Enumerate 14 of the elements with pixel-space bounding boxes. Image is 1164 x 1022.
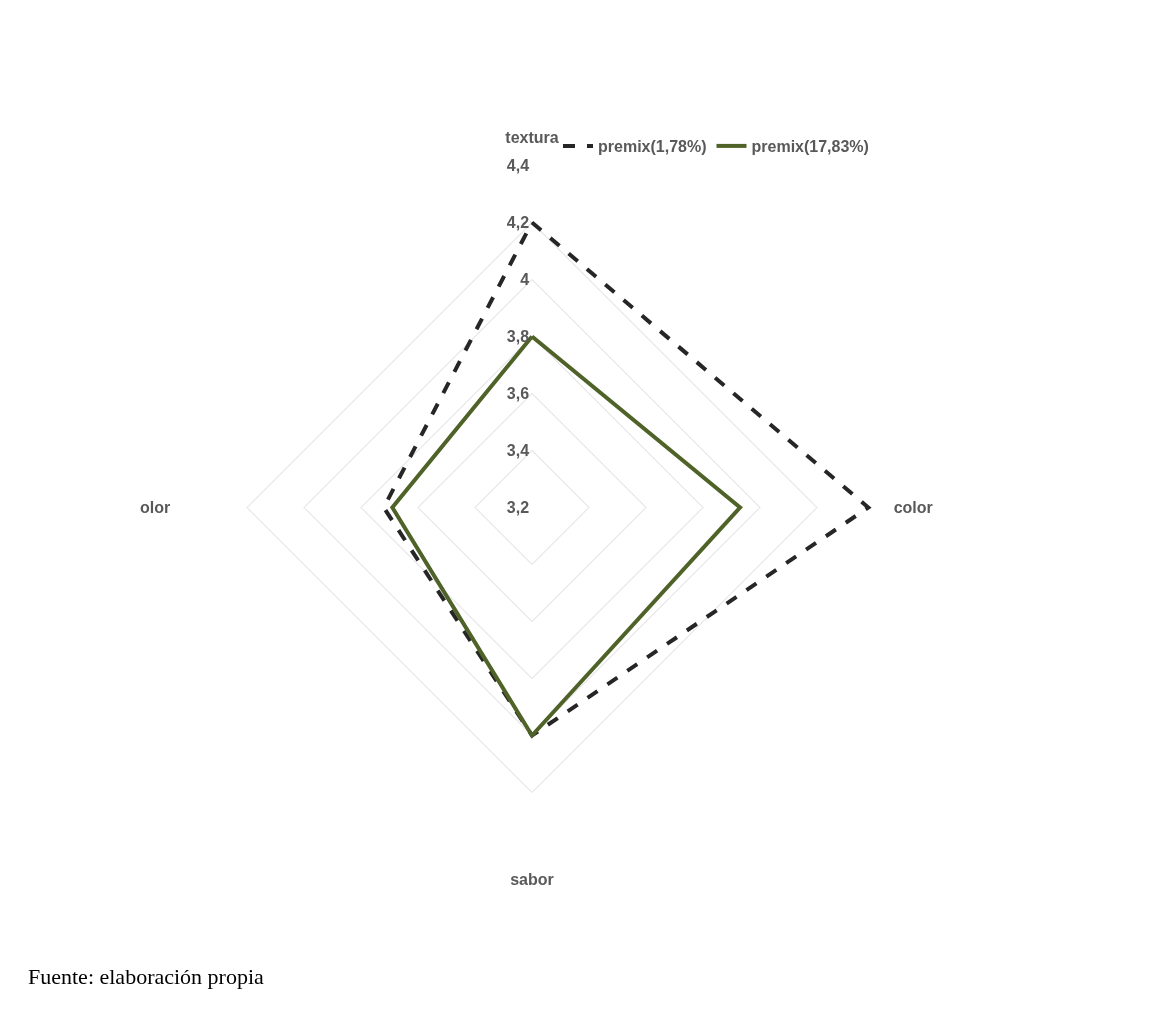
y-tick-label: 4 [520,270,530,288]
spoke-label: sabor [510,871,554,889]
spoke-label: olor [140,499,171,517]
spoke-label: textura [505,128,559,146]
spoke-label: color [893,499,933,517]
y-tick-label: 3,4 [506,441,530,459]
y-tick-label: 4,2 [506,213,530,231]
y-tick-label: 3,8 [506,327,530,345]
y-tick-label: 3,6 [506,384,530,402]
legend-label: premix(17,83%) [751,138,869,156]
y-tick-label: 4,4 [506,156,530,174]
legend-label: premix(1,78%) [598,138,707,156]
source-note: Fuente: elaboración propia [28,964,265,989]
y-tick-label: 3,2 [506,498,530,516]
